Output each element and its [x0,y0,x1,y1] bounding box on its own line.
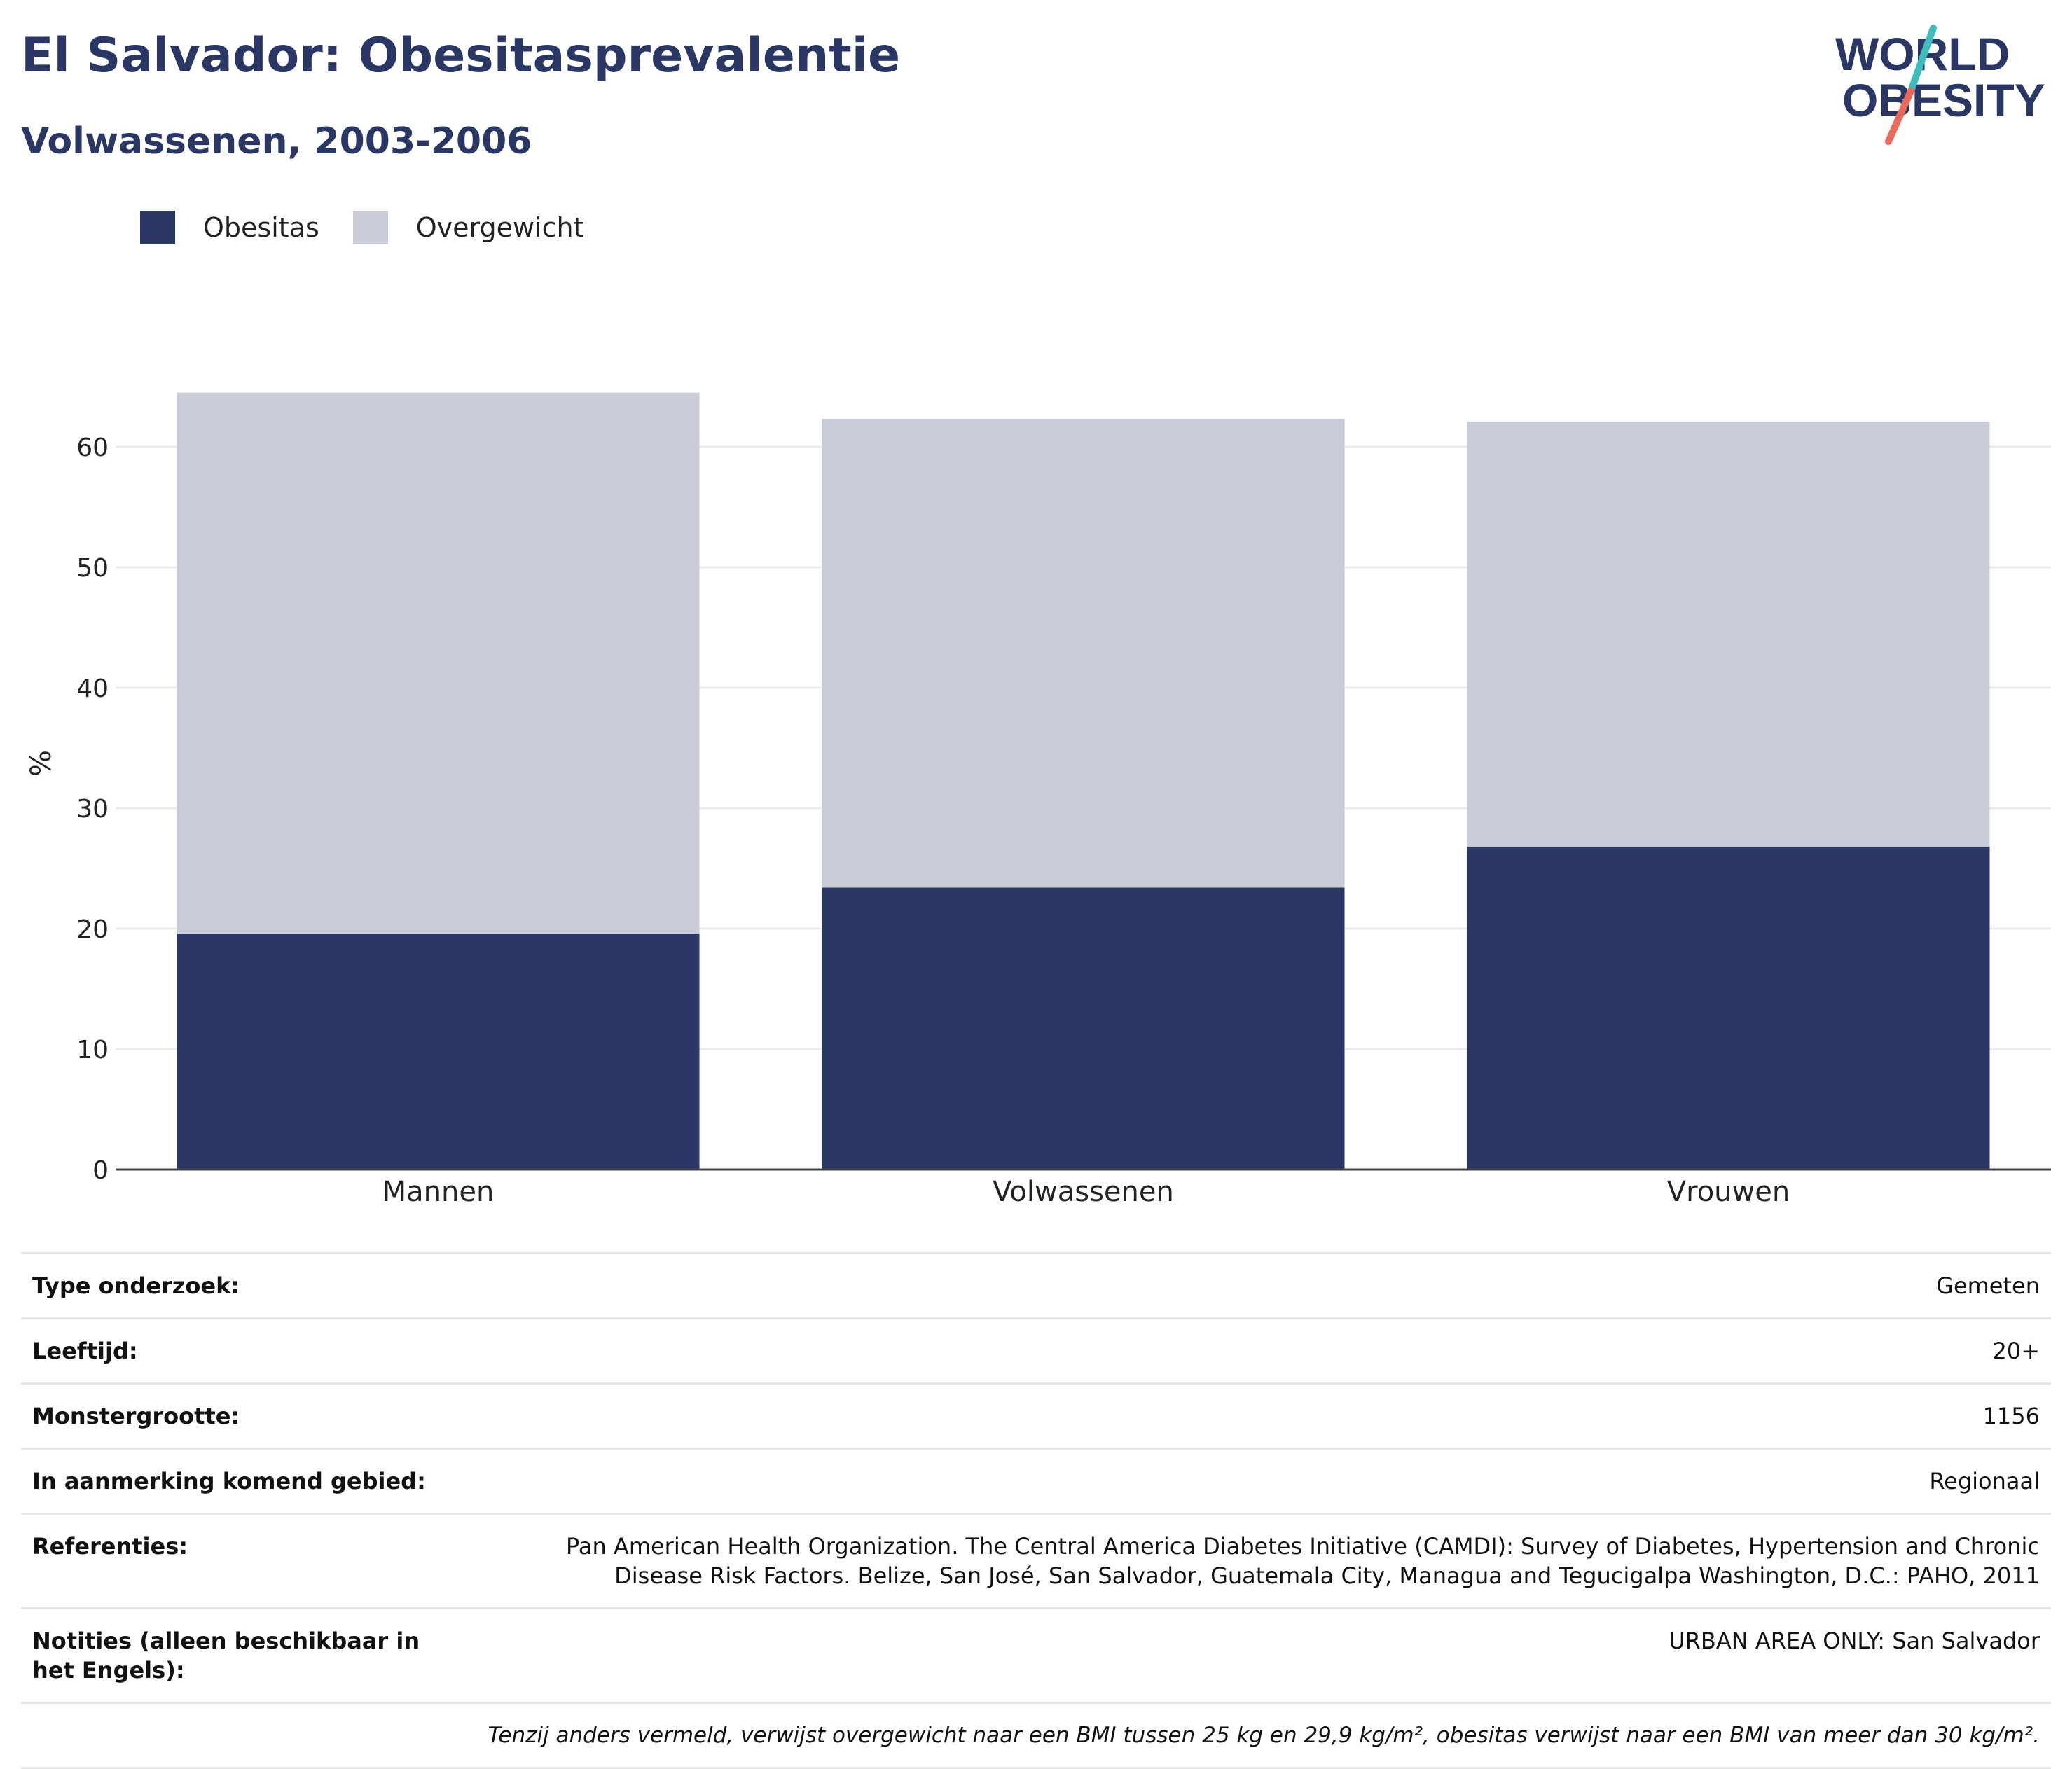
table-row-value: Gemeten [1936,1272,2040,1299]
legend-label-overweight: Overgewicht [415,212,584,243]
chart-legend: Obesitas Overgewicht [140,207,618,249]
table-row-label: Leeftijd: [32,1338,138,1364]
logo-slash-teal [1907,25,1937,95]
bar-obesity-vrouwen [1467,847,1990,1170]
y-tick-label: 40 [76,674,109,703]
table-row-value: URBAN AREA ONLY: San Salvador [1669,1628,2040,1654]
table-footnote-row: Tenzij anders vermeld, verwijst overgewi… [21,1702,2051,1768]
table-row: In aanmerking komend gebied: Regionaal [21,1448,2051,1514]
legend-item-overweight[interactable]: Overgewicht [352,211,584,244]
legend-item-obesity[interactable]: Obesitas [140,211,319,244]
bar-overweight-mannen [177,392,700,934]
bar-obesity-volwassenen [822,887,1345,1170]
y-axis-label: % [25,750,57,777]
y-tick-label: 20 [76,915,109,944]
bar-overweight-vrouwen [1467,421,1990,847]
chart-subtitle: Volwassenen, 2003-2006 [21,120,532,162]
legend-swatch-overweight [352,211,388,244]
table-row-label: In aanmerking komend gebied: [32,1468,426,1494]
table-row-value: 20+ [1992,1338,2040,1364]
table-row-label: Notities (alleen beschikbaar in het Enge… [32,1628,420,1684]
legend-swatch-obesity [140,211,175,244]
stacked-bar-chart: 0 10 20 30 40 50 60% Mannen Volwassenen Vrouwen [25,392,2051,1208]
table-row: Leeftijd: 20+ [21,1318,2051,1384]
world-obesity-logo: WORLD OBESITY [1835,25,2045,145]
y-tick-label: 60 [76,433,109,462]
table-row: Monstergrootte: 1156 [21,1383,2051,1449]
table-row-label: Referenties: [32,1533,188,1560]
legend-label-obesity: Obesitas [203,212,319,243]
table-row-value: Pan American Health Organization. The Ce… [566,1533,2040,1589]
y-tick-label: 50 [76,554,109,583]
chart-title: El Salvador: Obesitasprevalentie [21,28,901,83]
table-row: Notities (alleen beschikbaar in het Enge… [21,1608,2051,1703]
y-tick-label: 0 [92,1156,109,1185]
x-tick-label: Volwassenen [993,1176,1174,1208]
table-row: Referenties: Pan American Health Organiza… [21,1513,2051,1609]
table-footnote: Tenzij anders vermeld, verwijst overgewi… [488,1723,2040,1748]
x-tick-label: Vrouwen [1667,1176,1790,1208]
table-row-value: Regionaal [1929,1468,2040,1494]
x-tick-label: Mannen [382,1176,495,1208]
table-row-label: Monstergrootte: [32,1403,240,1429]
logo-slash-red [1885,88,1914,145]
y-tick-label: 10 [76,1036,109,1064]
table-row: Type onderzoek: Gemeten [21,1253,2051,1319]
bar-obesity-mannen [177,933,700,1170]
table-row-value: 1156 [1982,1403,2040,1429]
y-tick-label: 30 [76,795,109,824]
bar-overweight-volwassenen [822,419,1345,888]
survey-info-table: Type onderzoek: Gemeten Leeftijd: 20+ Monste… [21,1252,2051,1769]
logo-line-obesity: OBESITY [1842,74,2045,126]
table-row-label: Type onderzoek: [32,1272,240,1299]
